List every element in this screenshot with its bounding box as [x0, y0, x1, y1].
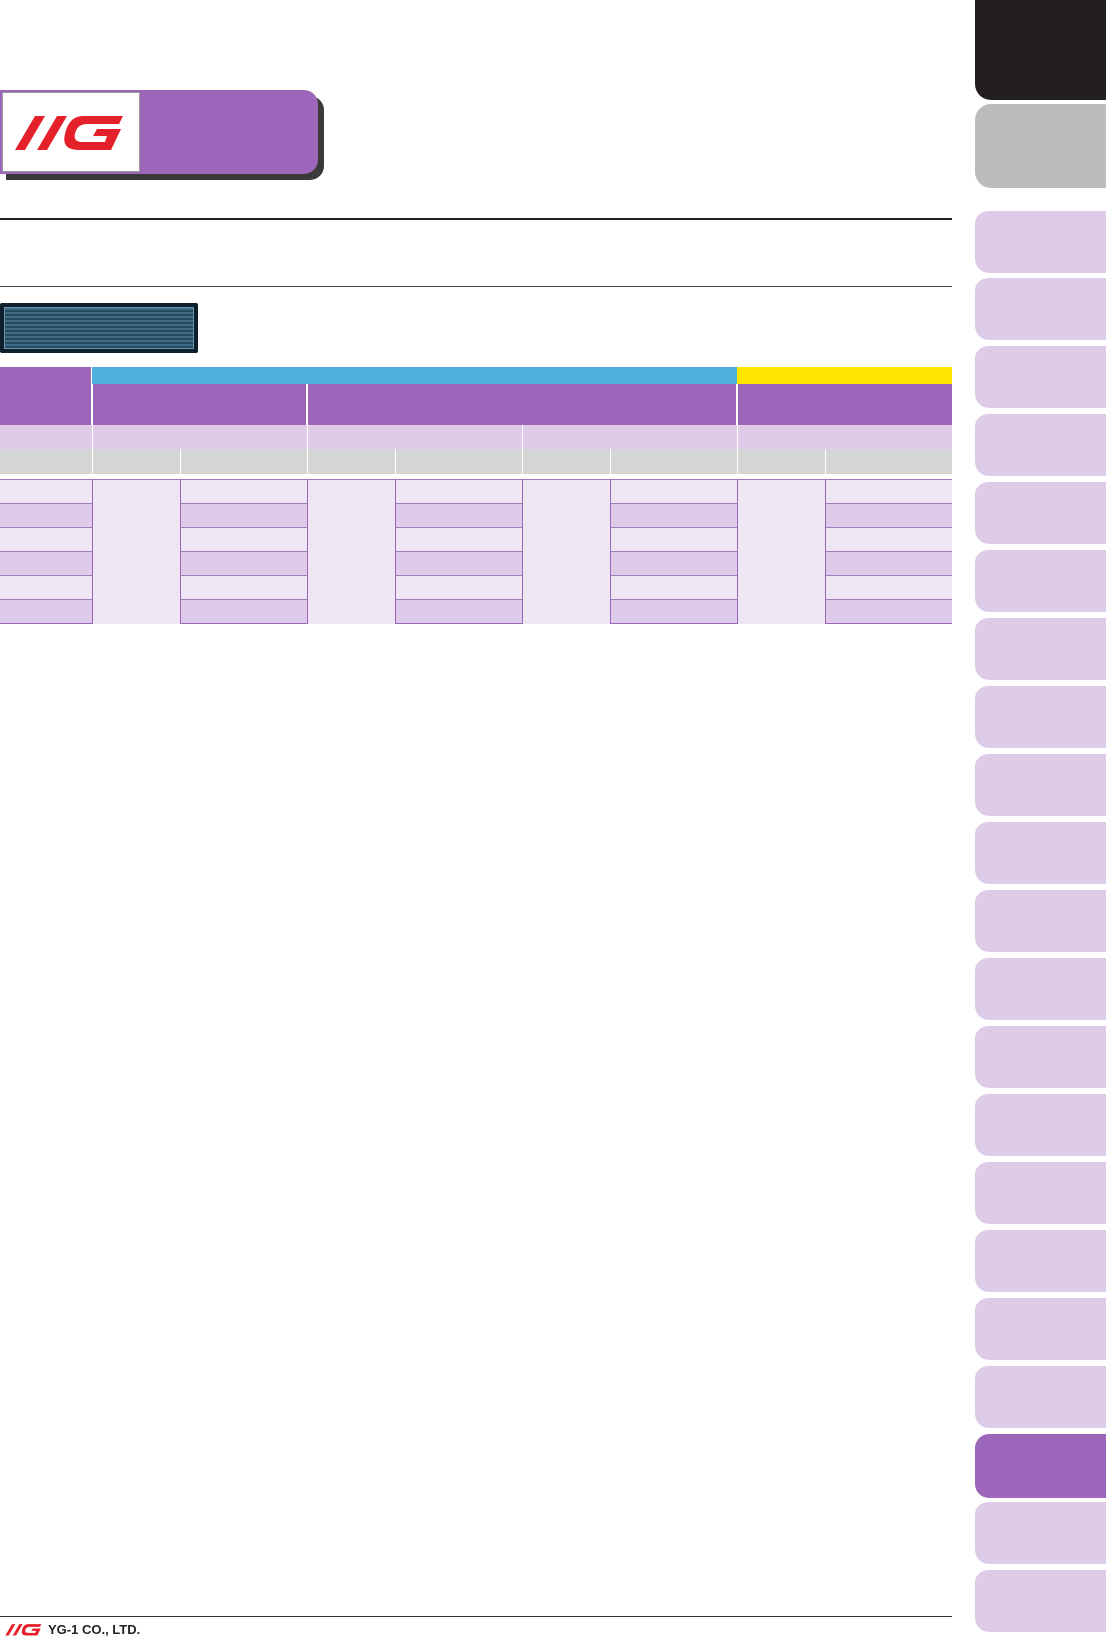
- table-cell: [0, 479, 92, 504]
- table-cell: [395, 527, 522, 552]
- chapter-tab-index[interactable]: [975, 104, 1106, 188]
- column-header: [609, 449, 737, 474]
- column-header: [306, 449, 395, 474]
- table-cell: [180, 527, 307, 552]
- chapter-tabs: [975, 0, 1106, 1640]
- chapter-tab[interactable]: [975, 1296, 1106, 1360]
- band-blue-header: [92, 367, 737, 384]
- table-gap: [0, 474, 952, 480]
- header-rule: [0, 218, 952, 220]
- subheader-rule: [0, 286, 952, 287]
- table-row: [0, 599, 952, 624]
- table-merged-cell: [91, 479, 181, 624]
- table-cell: [610, 479, 737, 504]
- chapter-tab[interactable]: [975, 1024, 1106, 1088]
- table-cell: [0, 575, 92, 600]
- table-cell: [0, 503, 92, 528]
- column-header: [179, 449, 307, 474]
- subheader-3: [736, 384, 952, 425]
- chapter-tab[interactable]: [975, 1160, 1106, 1224]
- table-row: [0, 479, 952, 624]
- table-corner-header: [0, 367, 92, 425]
- table-cell: [0, 551, 92, 576]
- table-cell: [825, 551, 952, 576]
- table-cell: [610, 551, 737, 576]
- table-cell: [395, 479, 522, 504]
- table-cell: [0, 599, 92, 624]
- chapter-tab[interactable]: [975, 344, 1106, 408]
- column-header: [394, 449, 522, 474]
- table-cell: [825, 599, 952, 624]
- table-row: [0, 551, 952, 576]
- table-cell: [825, 527, 952, 552]
- table-cell: [395, 599, 522, 624]
- table-cell: [825, 503, 952, 528]
- chapter-tab[interactable]: [975, 276, 1106, 340]
- chapter-tab[interactable]: [975, 684, 1106, 748]
- column-header: [91, 449, 180, 474]
- unit-cell: [736, 425, 952, 449]
- chapter-tab[interactable]: [975, 1228, 1106, 1292]
- table-row: [0, 503, 952, 528]
- unit-cell: [0, 425, 92, 449]
- table-row: [0, 575, 952, 600]
- chapter-tab[interactable]: [975, 956, 1106, 1020]
- chapter-tab[interactable]: [975, 820, 1106, 884]
- table-cell: [395, 503, 522, 528]
- table-cell: [180, 599, 307, 624]
- column-header: [824, 449, 952, 474]
- chapter-tab[interactable]: [975, 548, 1106, 612]
- yg-logo: [2, 92, 140, 172]
- unit-cell: [306, 425, 522, 449]
- unit-cell: [521, 425, 737, 449]
- table-cell: [180, 551, 307, 576]
- chapter-tab-top[interactable]: [975, 0, 1106, 100]
- chapter-tab[interactable]: [975, 1364, 1106, 1428]
- spec-table: [0, 367, 952, 624]
- table-cell: [180, 479, 307, 504]
- chapter-tab[interactable]: [975, 1092, 1106, 1156]
- table-cell: [610, 575, 737, 600]
- chapter-tab[interactable]: [975, 1568, 1106, 1632]
- table-cell: [180, 503, 307, 528]
- table-cell: [610, 503, 737, 528]
- table-cell: [0, 527, 92, 552]
- table-cell: [825, 479, 952, 504]
- section-banner-stripes: [4, 307, 194, 349]
- table-cell: [395, 575, 522, 600]
- table-row: [0, 527, 952, 552]
- table-cell: [610, 527, 737, 552]
- yg-logo-mark-icon: [15, 116, 123, 150]
- chapter-tab[interactable]: [975, 209, 1106, 273]
- column-header: [0, 449, 92, 474]
- table-cell: [180, 575, 307, 600]
- footer-company: YG-1 CO., LTD.: [48, 1622, 141, 1637]
- chapter-tab[interactable]: [975, 752, 1106, 816]
- table-cell: [395, 551, 522, 576]
- chapter-tab[interactable]: [975, 480, 1106, 544]
- column-header: [521, 449, 610, 474]
- chapter-tab[interactable]: [975, 888, 1106, 952]
- brand-header: [0, 90, 325, 180]
- table-merged-cell: [306, 479, 396, 624]
- chapter-tab[interactable]: [975, 616, 1106, 680]
- table-cell: [610, 599, 737, 624]
- subheader-2: [306, 384, 737, 425]
- chapter-tab[interactable]: [975, 412, 1106, 476]
- column-header: [736, 449, 825, 474]
- brand-plate: [0, 90, 318, 174]
- footer-rule: [0, 1616, 952, 1617]
- section-banner: [0, 303, 198, 353]
- table-merged-cell: [521, 479, 611, 624]
- chapter-tab[interactable]: [975, 1500, 1106, 1564]
- subheader-1: [91, 384, 307, 425]
- footer-logo-icon: [4, 1622, 44, 1642]
- table-cell: [825, 575, 952, 600]
- unit-cell: [91, 425, 307, 449]
- table-merged-cell: [736, 479, 826, 624]
- band-yellow-header: [737, 367, 952, 384]
- chapter-tab-active[interactable]: [975, 1434, 1106, 1498]
